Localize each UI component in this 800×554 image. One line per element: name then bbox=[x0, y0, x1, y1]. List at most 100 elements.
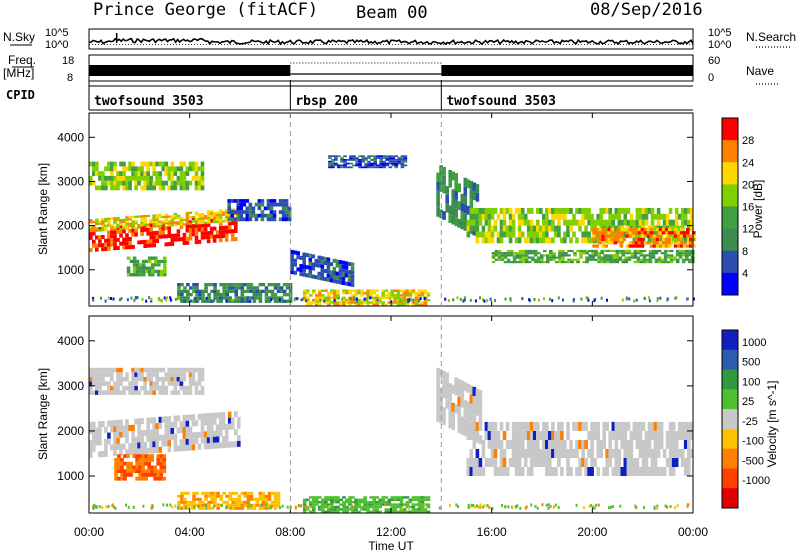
heat-cell bbox=[399, 496, 404, 499]
heat-cell bbox=[324, 289, 328, 292]
heat-cell bbox=[107, 238, 111, 243]
heat-cell bbox=[210, 500, 214, 504]
heat-cell bbox=[170, 180, 175, 186]
heat-cell bbox=[490, 208, 495, 214]
heat-cell bbox=[372, 301, 376, 304]
heat-cell bbox=[302, 503, 307, 506]
heat-cell bbox=[664, 241, 669, 245]
heat-cell bbox=[195, 289, 199, 293]
heat-cell bbox=[98, 427, 102, 434]
speckle-cell bbox=[226, 505, 229, 509]
heat-cell bbox=[599, 440, 603, 449]
heat-cell bbox=[585, 258, 589, 261]
heat-cell bbox=[503, 256, 508, 259]
heat-cell bbox=[594, 258, 598, 261]
speckle-cell bbox=[474, 299, 477, 303]
heat-cell bbox=[203, 431, 208, 438]
heat-cell bbox=[634, 241, 639, 245]
heat-cell bbox=[89, 235, 93, 240]
heat-cell bbox=[110, 385, 114, 391]
heat-cell bbox=[234, 283, 239, 287]
heat-cell bbox=[373, 162, 377, 165]
heat-cell bbox=[164, 434, 169, 441]
heat-cell bbox=[560, 237, 564, 244]
heat-cell bbox=[176, 390, 181, 395]
heat-cell bbox=[602, 208, 606, 214]
heat-cell bbox=[254, 213, 259, 218]
heat-cell bbox=[179, 166, 184, 172]
heat-cell bbox=[161, 385, 166, 391]
heat-cell bbox=[400, 166, 405, 169]
heat-cell bbox=[460, 389, 465, 399]
heat-cell bbox=[466, 231, 471, 238]
heat-cell bbox=[206, 419, 211, 426]
heat-cell bbox=[636, 258, 641, 261]
speckle-cell bbox=[548, 297, 551, 301]
heat-cell bbox=[360, 294, 364, 297]
heat-cell bbox=[302, 256, 306, 261]
heat-cell bbox=[561, 258, 565, 261]
speckle-cell bbox=[169, 296, 172, 300]
heat-cell bbox=[317, 271, 322, 276]
heat-cell bbox=[397, 159, 402, 161]
heat-cell bbox=[436, 376, 440, 386]
heat-cell bbox=[655, 234, 660, 238]
heat-cell bbox=[335, 275, 340, 280]
heat-cell bbox=[206, 437, 211, 444]
heat-cell bbox=[414, 498, 419, 501]
heat-cell bbox=[170, 219, 175, 222]
heat-cell bbox=[523, 458, 528, 467]
heat-cell bbox=[644, 467, 649, 476]
heat-cell bbox=[369, 501, 373, 504]
heat-cell bbox=[312, 298, 316, 302]
heat-cell bbox=[167, 372, 172, 377]
heat-cell bbox=[527, 256, 532, 259]
heat-cell bbox=[463, 418, 468, 428]
heat-cell bbox=[135, 461, 139, 466]
heat-cell bbox=[370, 159, 374, 161]
heat-cell bbox=[548, 431, 552, 440]
heat-cell bbox=[240, 299, 245, 303]
heat-cell bbox=[400, 162, 405, 165]
heat-cell bbox=[170, 421, 175, 428]
heat-cell bbox=[563, 237, 567, 244]
heat-cell bbox=[499, 225, 504, 232]
heat-cell bbox=[665, 231, 670, 238]
heat-cell bbox=[131, 171, 135, 176]
heat-cell bbox=[478, 208, 483, 214]
heat-cell bbox=[379, 162, 383, 165]
heat-cell bbox=[276, 299, 281, 303]
heat-cell bbox=[164, 390, 169, 395]
heat-cell bbox=[200, 223, 205, 228]
heat-cell bbox=[605, 449, 609, 458]
heat-cell bbox=[351, 508, 355, 511]
heat-cell bbox=[408, 498, 413, 501]
heat-cell bbox=[228, 283, 232, 287]
heat-cell bbox=[603, 256, 607, 259]
heat-cell bbox=[147, 259, 152, 264]
heat-cell bbox=[182, 241, 187, 245]
heat-cell bbox=[188, 385, 193, 391]
heat-cell bbox=[611, 421, 616, 431]
heat-cell bbox=[305, 508, 310, 511]
heat-cell bbox=[411, 503, 416, 506]
heat-cell bbox=[399, 503, 404, 506]
heat-cell bbox=[399, 301, 404, 304]
heat-cell bbox=[551, 467, 555, 476]
heat-cell bbox=[231, 503, 235, 507]
heat-cell bbox=[110, 238, 114, 243]
heat-cell bbox=[508, 213, 513, 220]
x-tick-label: 16:00 bbox=[477, 525, 507, 539]
heat-cell bbox=[302, 296, 307, 299]
heat-cell bbox=[167, 230, 172, 234]
heat-cell bbox=[560, 467, 564, 476]
heat-cell bbox=[339, 503, 343, 506]
heat-cell bbox=[110, 228, 114, 231]
heat-cell bbox=[396, 301, 401, 304]
velocity-colorbar-tick: -25 bbox=[742, 416, 758, 428]
heat-cell bbox=[363, 498, 367, 501]
heat-cell bbox=[197, 213, 202, 216]
heat-cell bbox=[587, 467, 591, 476]
heat-cell bbox=[215, 412, 220, 419]
heat-cell bbox=[98, 239, 102, 244]
